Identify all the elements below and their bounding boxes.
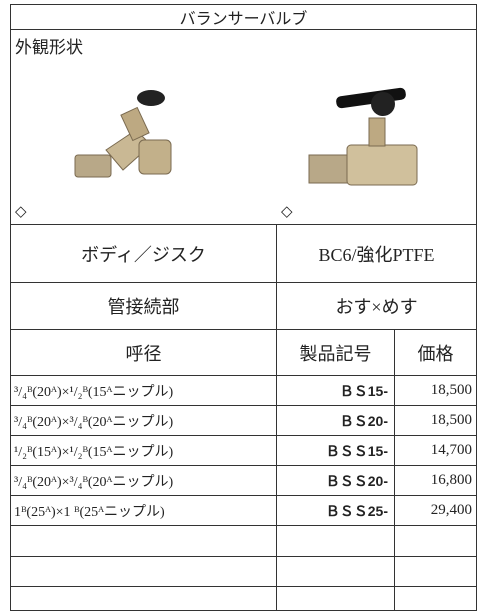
marker: ◇: [281, 204, 293, 220]
product-images: [74, 87, 418, 186]
table-row: ³/₄ᴮ(20ᴬ)×³/₄ᴮ(20ᴬニップル) ＢＳ20- 18,500: [10, 405, 478, 436]
code-cell: ＢＳＳ20-: [276, 465, 395, 496]
size-cell: ³/₄ᴮ(20ᴬ)×³/₄ᴮ(20ᴬニップル): [10, 405, 277, 436]
spec-label: ボディ／ジスク: [10, 224, 277, 283]
valve-2: [308, 87, 418, 186]
size-cell: ³/₄ᴮ(20ᴬ)×³/₄ᴮ(20ᴬニップル): [10, 465, 277, 496]
code-cell: ＢＳ20-: [276, 405, 395, 436]
code-cell: ＢＳＳ25-: [276, 495, 395, 526]
price-cell: 18,500: [393, 375, 478, 406]
valve-1: [74, 90, 172, 178]
empty-cell: [10, 525, 277, 557]
table-row: ³/₄ᴮ(20ᴬ)×¹/₂ᴮ(15ᴬニップル) ＢＳ15- 18,500: [10, 375, 478, 406]
code-cell: ＢＳＳ15-: [276, 435, 395, 466]
empty-cell: [393, 556, 478, 587]
size-cell: ¹/₂ᴮ(15ᴬ)×¹/₂ᴮ(15ᴬニップル): [10, 435, 277, 466]
table-row: ³/₄ᴮ(20ᴬ)×³/₄ᴮ(20ᴬニップル) ＢＳＳ20- 16,800: [10, 465, 478, 496]
spec-value: おす×めす: [275, 282, 478, 330]
appearance-label: 外観形状: [15, 38, 83, 57]
empty-cell: [276, 525, 395, 557]
price-cell: 18,500: [393, 405, 478, 436]
appearance-cell: 外観形状 ◇ ◇: [9, 29, 478, 225]
price-cell: 14,700: [393, 435, 478, 466]
size-cell: ³/₄ᴮ(20ᴬ)×¹/₂ᴮ(15ᴬニップル): [10, 375, 277, 406]
title: バランサーバルブ: [9, 4, 478, 30]
price-cell: 16,800: [393, 465, 478, 496]
product-table: バランサーバルブ 外観形状 ◇ ◇ ボディ／ジスク BC6/強化PTFE 管接続部…: [9, 4, 478, 611]
empty-cell: [276, 556, 395, 587]
column-header: 価格: [393, 329, 478, 376]
spec-label: 管接続部: [10, 282, 277, 330]
size-cell: 1ᴮ(25ᴬ)×1 ᴮ(25ᴬニップル): [10, 495, 277, 526]
table-row: ¹/₂ᴮ(15ᴬ)×¹/₂ᴮ(15ᴬニップル) ＢＳＳ15- 14,700: [10, 435, 478, 466]
column-header: 製品記号: [276, 329, 395, 376]
spec-value: BC6/強化PTFE: [275, 224, 478, 283]
marker: ◇: [15, 204, 27, 220]
code-cell: ＢＳ15-: [276, 375, 395, 406]
table-row: 1ᴮ(25ᴬ)×1 ᴮ(25ᴬニップル) ＢＳＳ25- 29,400: [10, 495, 478, 526]
price-cell: 29,400: [393, 495, 478, 526]
empty-cell: [10, 556, 277, 587]
empty-cell: [393, 525, 478, 557]
column-header: 呼径: [10, 329, 277, 376]
